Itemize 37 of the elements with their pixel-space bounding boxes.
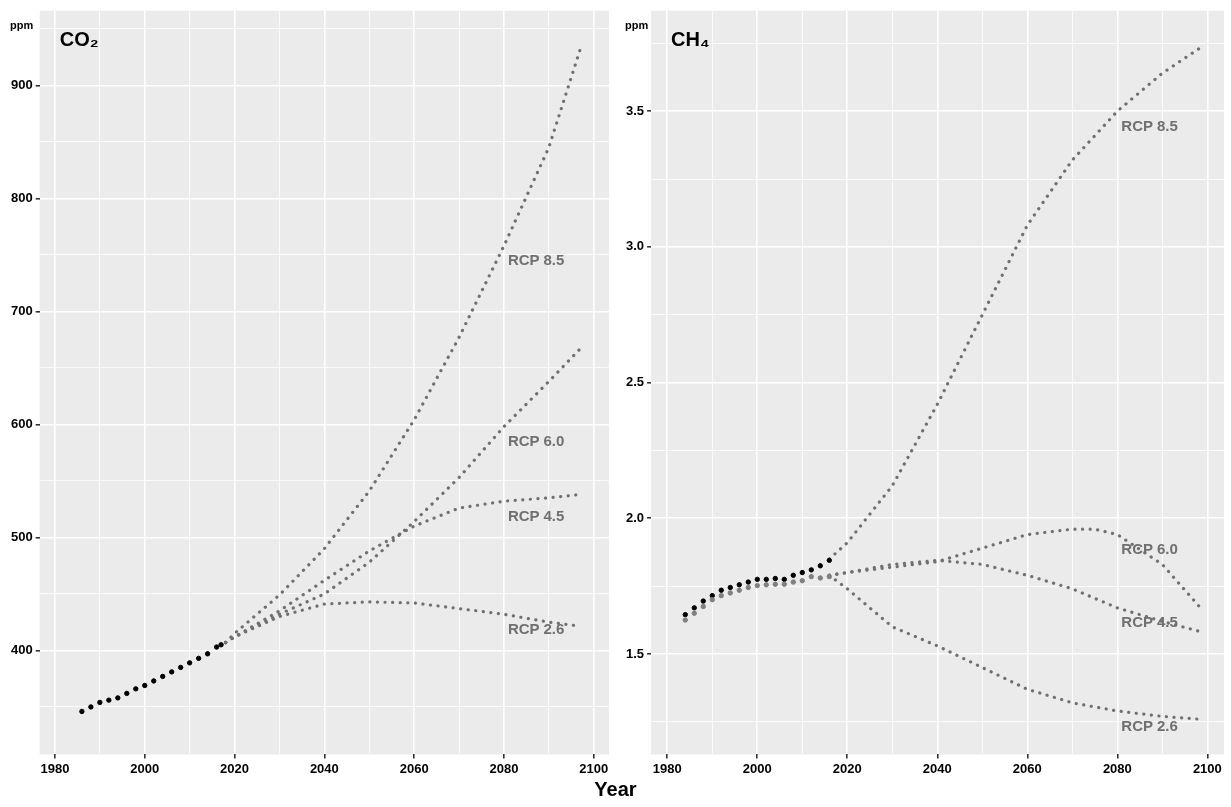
x-tick-label: 2000 [130,760,160,776]
y-axis-title: ppm [10,19,34,32]
x-tick-label: 1980 [652,760,682,776]
y-tick-label: 500 [10,529,33,544]
series-label: RCP 2.6 [1121,716,1178,734]
text: CH₄ [671,28,710,51]
x-tick-label: 2080 [489,760,519,776]
series-label: RCP 6.0 [1121,540,1178,558]
y-axis-title: ppm [625,19,649,32]
series-label: RCP 8.5 [1121,116,1178,134]
y-tick-label: 1.5 [625,645,645,661]
y-tick-label: 3.0 [625,238,645,254]
x-tick-label: 2080 [1102,760,1132,776]
x-tick-label: 2100 [1192,760,1222,776]
y-tick-label: 400 [10,642,33,658]
series-label: RCP 8.5 [507,251,565,269]
y-tick-label: 900 [10,76,33,92]
x-tick-label: 2040 [309,760,339,776]
x-tick-label: 2060 [1012,760,1042,776]
text: CO₂ [59,28,99,51]
y-tick-label: 800 [10,189,33,205]
series-label: RCP 4.5 [507,506,565,524]
y-tick-label: 700 [10,302,33,318]
x-tick-label: 2020 [832,760,862,776]
x-tick-label: 2060 [399,760,429,776]
series-label: RCP 2.6 [507,619,565,637]
x-tick-label: 2000 [742,760,772,776]
y-tick-label: 2.0 [625,509,645,525]
y-tick-label: 3.5 [625,102,645,118]
series-label: RCP 6.0 [507,432,565,450]
y-tick-label: 600 [10,415,33,431]
x-tick-label: 2100 [579,760,609,776]
x-tick-label: 2020 [220,760,250,776]
y-tick-label: 2.5 [625,374,645,390]
x-tick-label: 2040 [922,760,952,776]
x-tick-label: 1980 [40,760,70,776]
x-axis-title: Year [593,778,638,801]
